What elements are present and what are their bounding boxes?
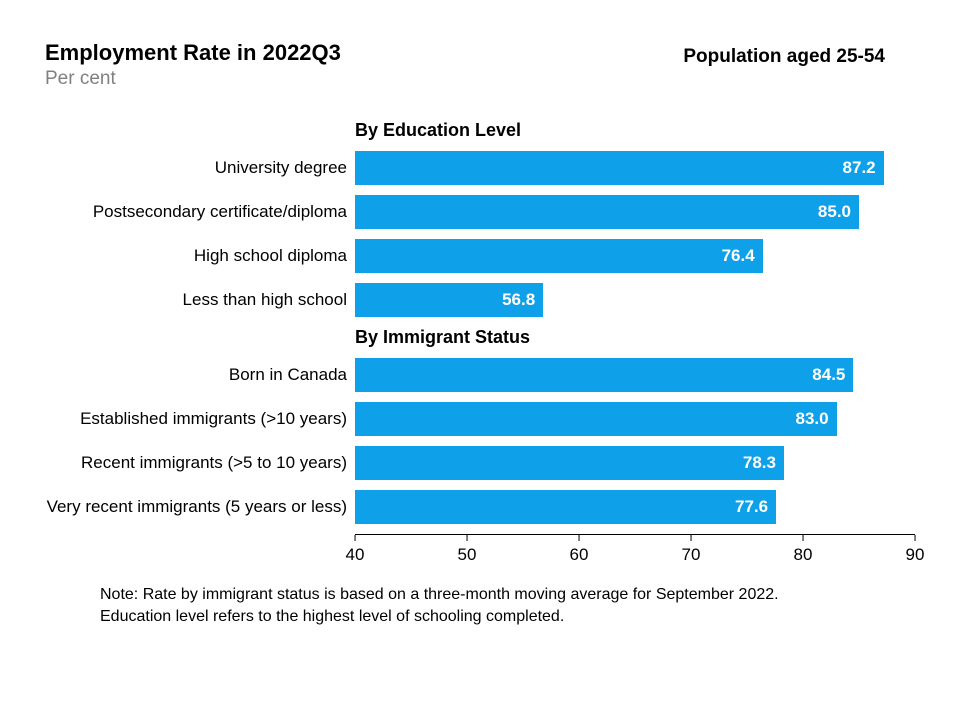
chart-subtitle: Per cent — [45, 68, 341, 90]
bar-fill: 85.0 — [355, 195, 859, 229]
bar-row: High school diploma76.4 — [355, 239, 915, 273]
bar-fill: 76.4 — [355, 239, 763, 273]
section-header: By Education Level — [355, 120, 915, 141]
axis-tick: 40 — [346, 535, 365, 565]
chart-header: Employment Rate in 2022Q3 Per cent Popul… — [45, 40, 915, 90]
bar-fill: 83.0 — [355, 402, 837, 436]
bar-label: Postsecondary certificate/diploma — [93, 202, 355, 222]
bar-row: Established immigrants (>10 years)83.0 — [355, 402, 915, 436]
bar-label: Very recent immigrants (5 years or less) — [47, 497, 355, 517]
axis-tick: 80 — [794, 535, 813, 565]
x-axis: 405060708090 — [355, 534, 915, 564]
axis-tick: 50 — [458, 535, 477, 565]
bar-value: 76.4 — [722, 246, 755, 266]
chart-plot-area: By Education Level University degree87.2 P… — [355, 120, 915, 564]
population-note: Population aged 25-54 — [683, 46, 915, 68]
bar-value: 77.6 — [735, 497, 768, 517]
bar-fill: 78.3 — [355, 446, 784, 480]
bar-label: University degree — [215, 158, 355, 178]
bar-value: 87.2 — [843, 158, 876, 178]
axis-tick: 70 — [682, 535, 701, 565]
bar-label: Recent immigrants (>5 to 10 years) — [81, 453, 355, 473]
bar-row: Recent immigrants (>5 to 10 years)78.3 — [355, 446, 915, 480]
axis-tick: 60 — [570, 535, 589, 565]
bar-value: 78.3 — [743, 453, 776, 473]
bar-value: 84.5 — [812, 365, 845, 385]
bar-row: University degree87.2 — [355, 151, 915, 185]
bar-row: Born in Canada84.5 — [355, 358, 915, 392]
section-header: By Immigrant Status — [355, 327, 915, 348]
axis-tick: 90 — [906, 535, 925, 565]
bar-fill: 56.8 — [355, 283, 543, 317]
bar-value: 56.8 — [502, 290, 535, 310]
bar-fill: 87.2 — [355, 151, 884, 185]
bar-row: Postsecondary certificate/diploma85.0 — [355, 195, 915, 229]
bar-row: Less than high school56.8 — [355, 283, 915, 317]
chart-footnote: Note: Rate by immigrant status is based … — [100, 584, 915, 627]
bar-value: 83.0 — [796, 409, 829, 429]
title-block: Employment Rate in 2022Q3 Per cent — [45, 40, 341, 90]
footnote-line-1: Note: Rate by immigrant status is based … — [100, 584, 915, 606]
bar-label: Established immigrants (>10 years) — [80, 409, 355, 429]
bar-fill: 77.6 — [355, 490, 776, 524]
bar-value: 85.0 — [818, 202, 851, 222]
footnote-line-2: Education level refers to the highest le… — [100, 606, 915, 628]
bar-row: Very recent immigrants (5 years or less)… — [355, 490, 915, 524]
chart-title: Employment Rate in 2022Q3 — [45, 40, 341, 66]
bar-fill: 84.5 — [355, 358, 853, 392]
bar-label: Born in Canada — [229, 365, 355, 385]
bar-label: High school diploma — [194, 246, 355, 266]
bar-label: Less than high school — [183, 290, 355, 310]
